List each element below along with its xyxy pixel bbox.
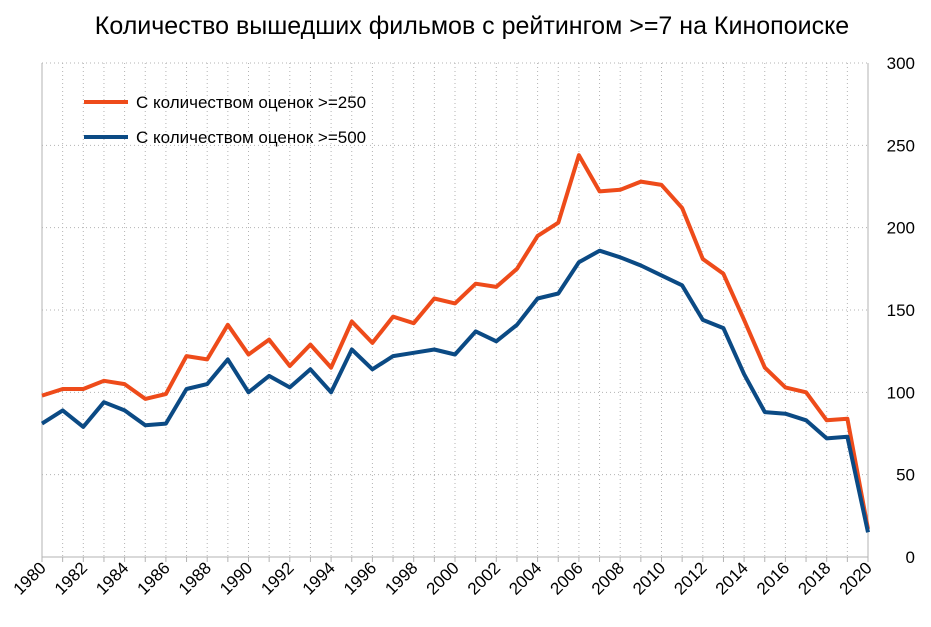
x-tick-label: 1986 bbox=[134, 558, 174, 598]
x-tick-label: 2014 bbox=[712, 558, 752, 598]
legend-label-2: С количеством оценок >=500 bbox=[136, 128, 366, 147]
x-tick-label: 1992 bbox=[257, 558, 297, 598]
legend-label-1: С количеством оценок >=250 bbox=[136, 93, 366, 112]
y-tick-label: 50 bbox=[896, 466, 915, 485]
x-tick-label: 2010 bbox=[629, 558, 669, 598]
y-tick-label: 150 bbox=[887, 301, 915, 320]
y-tick-label: 300 bbox=[887, 54, 915, 73]
axes bbox=[41, 63, 869, 562]
x-tick-label: 1982 bbox=[51, 558, 91, 598]
x-tick-label: 2000 bbox=[423, 558, 463, 598]
series-line-2 bbox=[40, 248, 870, 533]
series-line-1 bbox=[41, 153, 870, 530]
x-tick-label: 1984 bbox=[92, 558, 132, 598]
grid-lines bbox=[42, 62, 868, 557]
chart-title: Количество вышедших фильмов с рейтингом … bbox=[95, 12, 849, 40]
x-tick-label: 2016 bbox=[753, 558, 793, 598]
series-lines bbox=[40, 153, 870, 533]
x-tick-label: 1990 bbox=[216, 558, 256, 598]
x-tick-label: 2012 bbox=[670, 558, 710, 598]
legend: С количеством оценок >=250 С количеством … bbox=[84, 93, 366, 147]
y-tick-label: 100 bbox=[887, 383, 915, 402]
x-axis-ticks: 1980 1982 1984 1986 1988 1990 1992 1994 1996 1998… bbox=[10, 558, 876, 598]
y-tick-label: 0 bbox=[906, 548, 915, 567]
x-tick-label: 2002 bbox=[464, 558, 504, 598]
x-tick-label: 1996 bbox=[340, 558, 380, 598]
x-tick-label: 2020 bbox=[836, 558, 876, 598]
x-tick-label: 1980 bbox=[10, 558, 50, 598]
x-tick-label: 2018 bbox=[794, 558, 834, 598]
x-tick-label: 2008 bbox=[588, 558, 628, 598]
y-axis-ticks: 0 50 100 150 200 250 300 bbox=[887, 54, 915, 567]
x-tick-label: 1998 bbox=[381, 558, 421, 598]
x-tick-label: 2006 bbox=[547, 558, 587, 598]
y-tick-label: 250 bbox=[887, 136, 915, 155]
x-tick-label: 1988 bbox=[175, 558, 215, 598]
x-tick-label: 2004 bbox=[505, 558, 545, 598]
x-tick-label: 1994 bbox=[299, 558, 339, 598]
y-tick-label: 200 bbox=[887, 219, 915, 238]
